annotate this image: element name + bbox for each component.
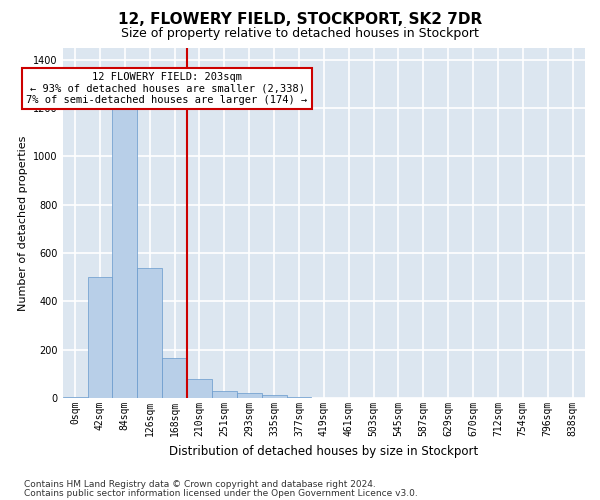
Bar [112,108,137,398]
Bar [162,358,187,398]
Bar [88,277,112,398]
Bar [187,379,212,398]
Bar [137,268,162,398]
Y-axis label: Number of detached properties: Number of detached properties [17,135,28,310]
Bar [262,394,287,398]
X-axis label: Distribution of detached houses by size in Stockport: Distribution of detached houses by size … [169,444,478,458]
Text: 12 FLOWERY FIELD: 203sqm
← 93% of detached houses are smaller (2,338)
7% of semi: 12 FLOWERY FIELD: 203sqm ← 93% of detach… [26,72,308,105]
Bar [212,391,237,398]
Text: Size of property relative to detached houses in Stockport: Size of property relative to detached ho… [121,28,479,40]
Bar [62,397,88,398]
Text: Contains public sector information licensed under the Open Government Licence v3: Contains public sector information licen… [24,489,418,498]
Text: Contains HM Land Registry data © Crown copyright and database right 2024.: Contains HM Land Registry data © Crown c… [24,480,376,489]
Bar [287,397,311,398]
Text: 12, FLOWERY FIELD, STOCKPORT, SK2 7DR: 12, FLOWERY FIELD, STOCKPORT, SK2 7DR [118,12,482,28]
Bar [237,394,262,398]
